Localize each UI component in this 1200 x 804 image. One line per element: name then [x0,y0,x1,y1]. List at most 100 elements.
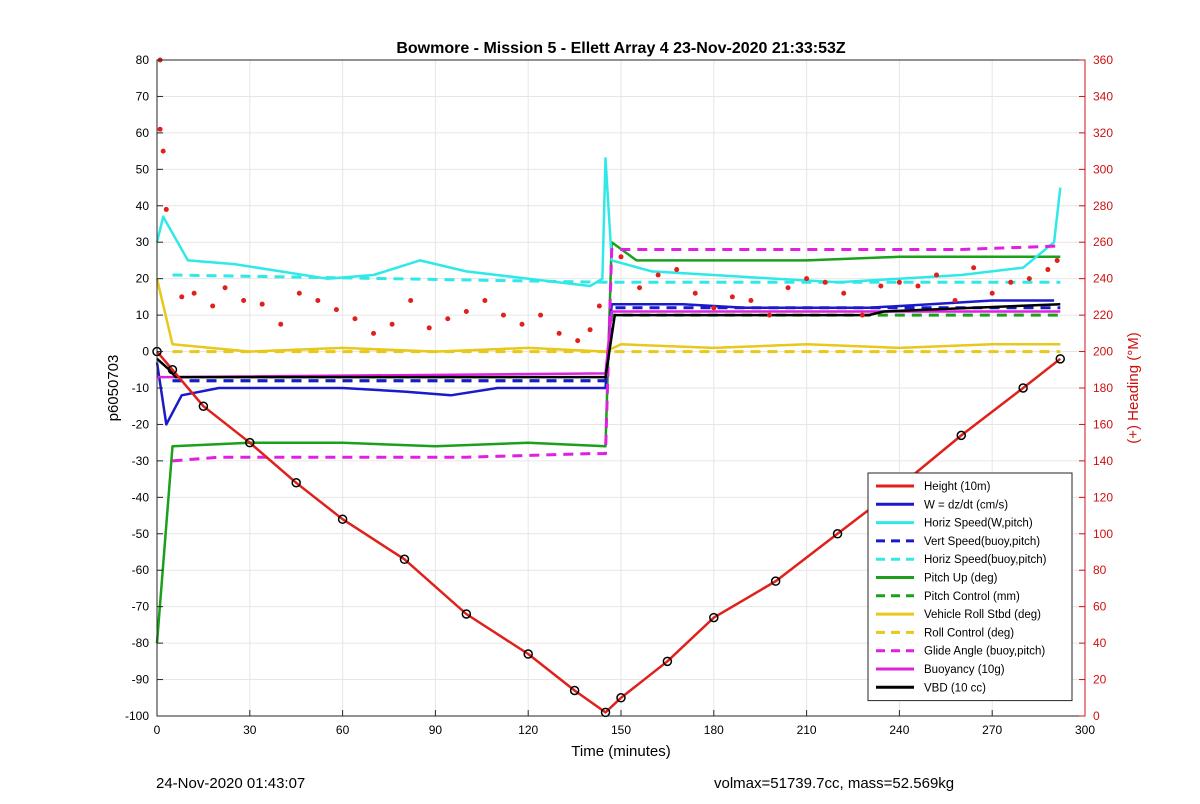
heading-point [878,283,884,289]
heading-point [445,316,451,322]
y-right-tick-label: 160 [1093,417,1113,431]
height-marker [616,693,626,703]
y-right-tick-label: 280 [1093,199,1113,213]
y-tick-label: -100 [125,709,149,723]
x-tick-label: 180 [704,723,724,737]
heading-point [1045,267,1051,273]
legend-label: Buoyancy (10g) [924,664,1005,676]
y-tick-label: -70 [132,600,150,614]
height-marker [662,656,673,667]
heading-point [1054,257,1060,263]
legend-label: Pitch Control (mm) [924,591,1020,603]
legend-label: Glide Angle (buoy,pitch) [924,646,1045,658]
y-tick-label: 20 [136,272,150,286]
footer-timestamp: 24-Nov-2020 01:43:07 [156,775,305,792]
height-marker [1055,354,1066,364]
y-tick-label: 0 [142,345,149,359]
heading-point [804,276,810,282]
x-tick-label: 150 [611,723,631,737]
height-marker [523,649,533,659]
heading-point [674,267,680,273]
heading-point [952,298,958,304]
heading-point [241,298,247,304]
y-tick-label: -10 [132,381,150,395]
y-tick-label: 30 [136,235,150,249]
height-marker [198,401,209,411]
heading-point [655,272,661,278]
y-right-tick-label: 300 [1093,162,1113,176]
heading-point [210,303,216,309]
heading-point [729,294,735,300]
y-tick-label: 70 [136,89,150,103]
y-axis-left: -100-90-80-70-60-50-40-30-20-10010203040… [125,53,163,723]
height-marker [245,437,255,448]
legend-label: Vehicle Roll Stbd (deg) [924,609,1041,621]
y-tick-label: -60 [132,563,150,577]
height-marker [461,609,472,619]
heading-point [711,305,717,311]
legend-box [867,472,1073,702]
heading-point [587,327,593,333]
heading-point [596,303,602,309]
y-right-tick-label: 340 [1093,89,1113,103]
y-right-tick-label: 80 [1093,563,1107,577]
heading-point [1008,279,1014,285]
heading-point [859,312,865,318]
heading-point [519,321,525,327]
heading-point [408,298,414,304]
heading-point [785,285,791,291]
heading-point [163,206,169,212]
heading-point [157,126,163,132]
y-axis-right: 0 20 40 60 80 100 120 140 160 180 200 220 240 260 280 3… [1079,53,1113,723]
y-axis-label-left: p6050703 [105,355,122,422]
heading-point [934,272,940,278]
heading-point [500,312,506,318]
heading-point [389,321,395,327]
heading-point [748,298,754,304]
y-right-tick-label: 200 [1093,345,1113,359]
heading-point [637,285,643,291]
height-marker [770,576,781,586]
heading-point [259,301,265,307]
y-right-tick-label: 220 [1093,308,1113,322]
height-marker [709,612,719,623]
legend: Height (10m) W = dz/dt (cm/s) Horiz Speed(… [867,472,1073,702]
y-tick-label: -20 [132,417,150,431]
heading-point [618,254,624,260]
legend-label: Vert Speed(buoy,pitch) [924,536,1040,548]
y-tick-label: 50 [136,162,150,176]
series-vbd-10-cc [156,302,1061,379]
height-marker [1018,383,1028,393]
heading-point [191,290,197,296]
legend-label: VBD (10 cc) [924,682,986,694]
chart-title: Bowmore - Mission 5 - Ellett Array 4 23-… [396,40,846,57]
y-tick-label: 10 [136,308,150,322]
heading-point [1026,276,1032,282]
heading-point [296,290,302,296]
heading-point [841,290,847,296]
y-tick-label: -80 [132,636,150,650]
x-tick-label: 300 [1075,723,1095,737]
height-marker [291,478,301,488]
x-tick-label: 210 [797,723,817,737]
series-horiz-speed-buoy-pitch [172,273,1061,284]
y-right-tick-label: 140 [1093,454,1113,468]
y-right-tick-label: 180 [1093,381,1113,395]
heading-point [426,325,432,331]
y-right-tick-label: 100 [1093,527,1113,541]
y-right-tick-label: 60 [1093,600,1107,614]
legend-label: Horiz Speed(W,pitch) [924,518,1033,530]
heading-point [971,265,977,271]
x-tick-label: 60 [336,723,350,737]
legend-label: Roll Control (deg) [924,627,1014,639]
heading-point [575,338,581,344]
heading-point [463,308,469,314]
y-right-tick-label: 0 [1093,709,1100,723]
y-right-tick-label: 360 [1093,53,1113,67]
x-tick-label: 240 [889,723,909,737]
y-axis-label-right: (+) Heading (°M) [1125,332,1142,443]
heading-points-layer [157,57,1060,344]
height-marker [399,554,410,565]
heading-point [482,298,488,304]
heading-point [989,290,995,296]
